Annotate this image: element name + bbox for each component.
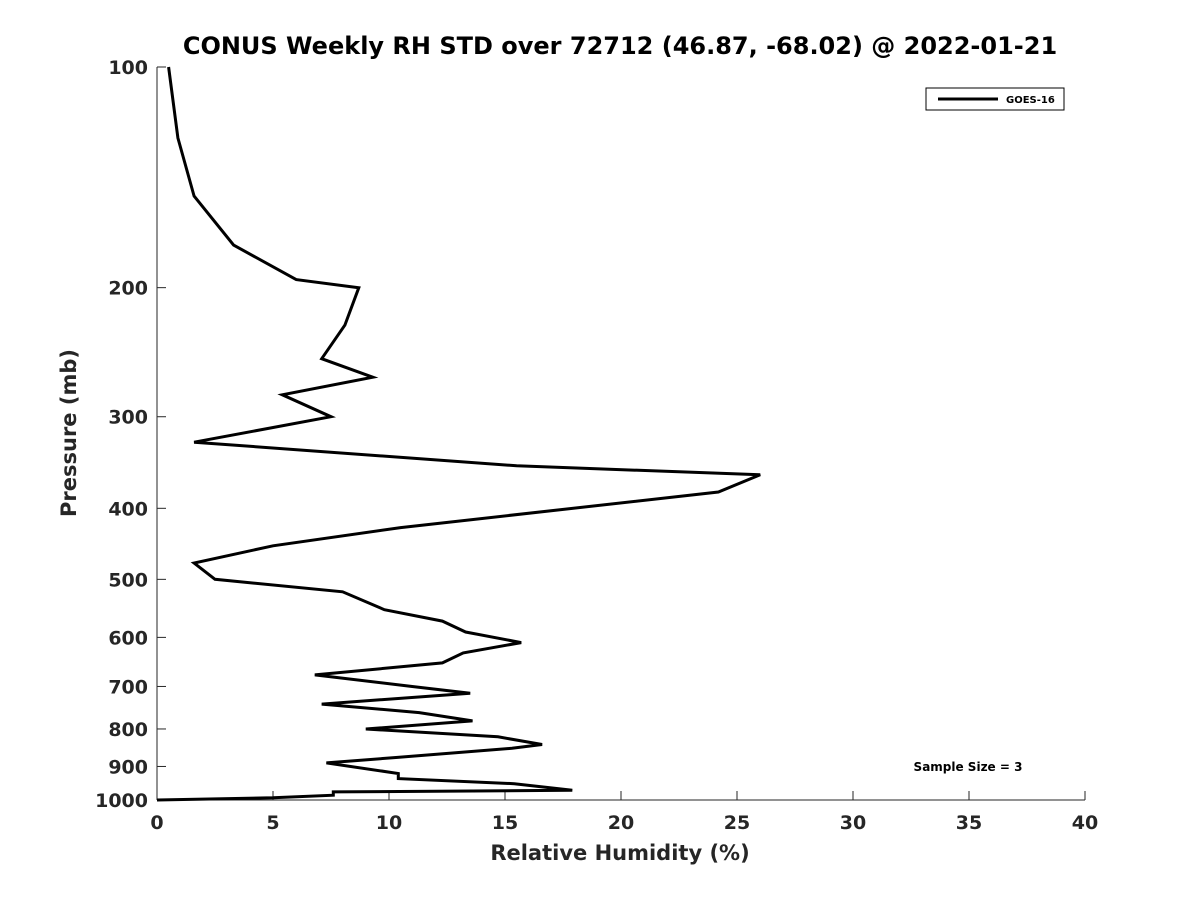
y-tick-label: 800 (108, 719, 148, 741)
x-tick-label: 20 (608, 812, 634, 834)
x-tick-label: 35 (956, 812, 982, 834)
x-axis-ticks: 0 5 10 15 20 25 30 35 40 (150, 791, 1098, 834)
x-axis-label: Relative Humidity (%) (490, 841, 749, 865)
x-tick-label: 10 (376, 812, 402, 834)
y-tick-label: 200 (108, 278, 148, 300)
x-tick-label: 40 (1072, 812, 1098, 834)
y-tick-label: 900 (108, 756, 148, 778)
chart-title: CONUS Weekly RH STD over 72712 (46.87, -… (183, 32, 1057, 60)
y-tick-label: 600 (108, 627, 148, 649)
x-tick-label: 15 (492, 812, 518, 834)
x-tick-label: 25 (724, 812, 750, 834)
x-tick-label: 30 (840, 812, 866, 834)
y-tick-label: 300 (108, 407, 148, 429)
x-tick-label: 5 (266, 812, 279, 834)
sample-size-annotation: Sample Size = 3 (914, 760, 1023, 774)
y-tick-label: 500 (108, 569, 148, 591)
legend: GOES-16 (925, 87, 1065, 111)
y-tick-label: 400 (108, 498, 148, 520)
legend-label: GOES-16 (1006, 95, 1055, 106)
y-axis-ticks: 100 200 300 400 500 600 700 800 900 1000 (95, 57, 166, 812)
x-tick-label: 0 (150, 812, 163, 834)
y-axis-label: Pressure (mb) (57, 349, 81, 517)
plot-series (156, 66, 761, 802)
y-tick-label: 1000 (95, 790, 148, 812)
y-tick-label: 700 (108, 676, 148, 698)
series-line-goes-16 (156, 66, 761, 802)
y-tick-label: 100 (108, 57, 148, 79)
